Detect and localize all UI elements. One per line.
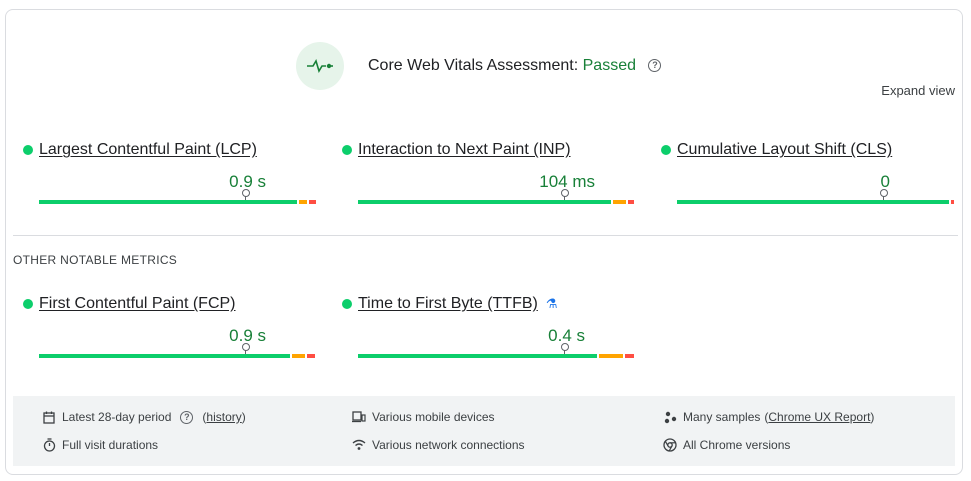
good-status-dot	[342, 145, 352, 155]
metric-distribution-bar	[677, 200, 956, 204]
needs-improvement-segment	[599, 354, 623, 358]
metric-value: 104 ms	[539, 172, 595, 191]
good-segment	[358, 200, 611, 204]
assessment-header: Core Web Vitals Assessment: Passed ?	[296, 42, 662, 90]
samples-paren-open: (	[764, 410, 769, 424]
metric-inp: Interaction to Next Paint (INP) 104 ms	[342, 141, 634, 204]
metric-marker	[561, 343, 569, 356]
duration-text: Full visit durations	[62, 438, 159, 452]
metric-value: 0.9 s	[229, 326, 266, 345]
metric-marker	[880, 189, 888, 202]
metric-cls: Cumulative Layout Shift (CLS) 0	[661, 141, 954, 204]
footer-samples: Many samples (Chrome UX Report)	[663, 410, 874, 424]
metric-distribution-bar	[358, 354, 636, 358]
poor-segment	[307, 354, 315, 358]
devices-icon	[352, 410, 366, 424]
calendar-icon	[42, 410, 56, 424]
samples-paren-close: )	[870, 410, 875, 424]
pulse-icon	[296, 42, 344, 90]
metric-name-link[interactable]: Cumulative Layout Shift (CLS)	[677, 141, 893, 158]
assessment-title-text: Core Web Vitals Assessment:	[368, 57, 579, 74]
poor-segment	[309, 200, 316, 204]
history-paren-close: )	[241, 410, 246, 424]
samples-prefix: Many samples	[683, 410, 761, 424]
metric-name-link[interactable]: Time to First Byte (TTFB)	[358, 295, 538, 312]
footer-period: Latest 28-day period ? (history)	[42, 410, 246, 424]
devices-text: Various mobile devices	[372, 410, 495, 424]
metric-distribution-bar	[358, 200, 636, 204]
good-segment	[677, 200, 949, 204]
metric-marker	[242, 343, 250, 356]
period-text: Latest 28-day period	[62, 410, 172, 424]
good-segment	[39, 354, 290, 358]
poor-segment	[951, 200, 954, 204]
good-status-dot	[23, 299, 33, 309]
good-status-dot	[342, 299, 352, 309]
needs-improvement-segment	[299, 200, 307, 204]
help-icon[interactable]: ?	[648, 59, 662, 73]
chrome-ux-report-link[interactable]: Chrome UX Report	[768, 410, 871, 424]
footer-network: Various network connections	[352, 438, 525, 452]
network-text: Various network connections	[372, 438, 525, 452]
metrics-footer	[13, 396, 955, 466]
good-segment	[39, 200, 297, 204]
needs-improvement-segment	[613, 200, 626, 204]
assessment-title: Core Web Vitals Assessment: Passed ?	[368, 57, 662, 75]
stopwatch-icon	[42, 438, 56, 452]
history-link[interactable]: history	[206, 410, 242, 424]
metric-ttfb: Time to First Byte (TTFB) ⚗ 0.4 s	[342, 295, 634, 358]
good-segment	[358, 354, 597, 358]
assessment-status: Passed	[582, 57, 636, 74]
metric-marker	[242, 189, 250, 202]
metric-name-link[interactable]: Interaction to Next Paint (INP)	[358, 141, 571, 158]
footer-versions: All Chrome versions	[663, 438, 790, 452]
footer-devices: Various mobile devices	[352, 410, 495, 424]
wifi-icon	[352, 438, 366, 452]
chrome-icon	[663, 438, 677, 452]
metric-name-link[interactable]: First Contentful Paint (FCP)	[39, 295, 236, 312]
metric-distribution-bar	[39, 200, 318, 204]
section-divider	[13, 235, 958, 236]
metric-marker	[561, 189, 569, 202]
help-icon[interactable]: ?	[180, 410, 194, 424]
metric-fcp: First Contentful Paint (FCP) 0.9 s	[23, 295, 315, 358]
metric-value: 0.4 s	[548, 326, 585, 345]
poor-segment	[625, 354, 634, 358]
metric-value: 0	[880, 172, 890, 191]
versions-text: All Chrome versions	[683, 438, 791, 452]
expand-view-button[interactable]: Expand view	[881, 83, 955, 98]
good-status-dot	[23, 145, 33, 155]
needs-improvement-segment	[292, 354, 305, 358]
metric-lcp: Largest Contentful Paint (LCP) 0.9 s	[23, 141, 316, 204]
metric-name-link[interactable]: Largest Contentful Paint (LCP)	[39, 141, 257, 158]
footer-duration: Full visit durations	[42, 438, 158, 452]
section-label: OTHER NOTABLE METRICS	[13, 253, 178, 267]
good-status-dot	[661, 145, 671, 155]
metric-distribution-bar	[39, 354, 317, 358]
history-paren-open: (	[202, 410, 207, 424]
samples-icon	[663, 410, 677, 424]
metric-value: 0.9 s	[229, 172, 266, 191]
poor-segment	[628, 200, 634, 204]
flask-icon: ⚗	[545, 296, 558, 311]
